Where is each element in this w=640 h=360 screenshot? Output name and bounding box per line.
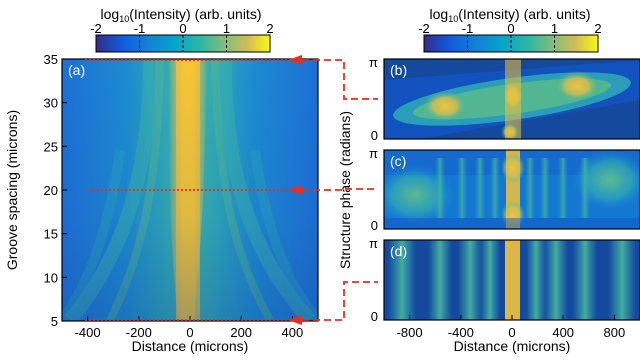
- panel-d-xlabel: Distance (microns): [454, 338, 571, 354]
- panel-c-frame: [383, 149, 640, 230]
- row-marker-arrowhead: [288, 315, 302, 325]
- panel-a-ytick-label: 15: [44, 227, 58, 242]
- panel-c-label: (c): [390, 153, 406, 169]
- row-marker-connector: [302, 281, 378, 321]
- panel-d-ytick-label: π: [369, 236, 378, 251]
- panel-a-ytick-label: 20: [44, 183, 58, 198]
- panel-a: (a) -400 -200 0 200 400 5 10 15 20 25 30 35 Distan…: [4, 52, 319, 354]
- right-panels-ylabel: Structure phase (radians): [337, 111, 353, 269]
- colorbar-right-label: log10(Intensity) (arb. units): [430, 6, 591, 24]
- colorbar-left-tick-label: 0: [179, 21, 186, 36]
- panel-c-fringe: [490, 158, 500, 218]
- colorbar-left-label: log10(Intensity) (arb. units): [101, 6, 262, 24]
- panel-c-ytick-label: π: [369, 146, 378, 161]
- colorbar-left-tick-label: -1: [134, 21, 146, 36]
- panel-c-fringe: [540, 158, 550, 218]
- row-marker-arrowhead: [288, 55, 302, 65]
- panel-c-fringe: [457, 158, 467, 218]
- panel-d-fringe: [458, 240, 482, 320]
- colorbar-left-tick-label: 1: [223, 21, 230, 36]
- panel-d-fringe: [608, 240, 636, 320]
- panel-b: (b): [383, 58, 640, 140]
- panel-a-xtick-label: 400: [282, 325, 304, 340]
- row-markers: [85, 55, 378, 325]
- panel-d-xtick-label: 400: [552, 325, 574, 340]
- panel-a-ytick-label: 35: [44, 52, 58, 67]
- row-marker-connector: [302, 188, 378, 191]
- panel-c-ytick-label: 0: [371, 218, 378, 233]
- panel-b-ytick-label: π: [369, 55, 378, 70]
- panel-a-xtick-label: -400: [75, 325, 101, 340]
- panel-b-label: (b): [390, 62, 407, 78]
- colorbar-left-tick-label: -2: [90, 21, 102, 36]
- panel-d-heatmap: [384, 240, 640, 320]
- panel-a-xtick-label: 0: [186, 325, 193, 340]
- colorbar-right-tick-label: -2: [418, 21, 430, 36]
- colorbar-left-tick-label: 2: [266, 21, 273, 36]
- panel-a-ylabel: Groove spacing (microns): [4, 110, 20, 270]
- colorbar-right-tick-label: -1: [462, 21, 474, 36]
- panel-a-xtick-label: -200: [126, 325, 152, 340]
- panel-d-xtick-label: -800: [397, 325, 423, 340]
- panel-c-fringe: [580, 158, 590, 218]
- panel-d-fringe: [573, 240, 597, 320]
- panel-d-fringe: [544, 240, 568, 320]
- colorbar-right: log10(Intensity) (arb. units) -2 -1 0 1 2: [418, 6, 602, 53]
- panel-d-fringe: [428, 240, 452, 320]
- panel-a-ytick-label: 5: [51, 314, 58, 329]
- panel-d-xtick-label: 0: [508, 325, 515, 340]
- panel-a-ytick-label: 25: [44, 139, 58, 154]
- panel-d: (d) -800 -400 0 400 800 Distance (microns): [383, 239, 640, 354]
- panel-d-fringe: [388, 240, 416, 320]
- panel-c-heatmap: [384, 150, 640, 229]
- row-marker-connector: [302, 59, 378, 100]
- colorbar-left: log10(Intensity) (arb. units) -2 -1 0 1 2: [90, 6, 274, 53]
- panel-d-label: (d): [390, 243, 407, 259]
- panel-b-ytick-label: 0: [371, 128, 378, 143]
- panel-d-ytick-label: 0: [371, 309, 378, 324]
- panel-a-xlabel: Distance (microns): [132, 338, 249, 354]
- panel-b-frame: [383, 58, 640, 140]
- panel-c-fringe: [475, 158, 485, 218]
- panel-a-xtick-label: 200: [230, 325, 252, 340]
- panel-d-xtick-label: -400: [448, 325, 474, 340]
- panel-a-ytick-label: 30: [44, 96, 58, 111]
- colorbar-right-tick-label: 1: [551, 21, 558, 36]
- colorbar-right-tick-label: 2: [594, 21, 601, 36]
- panel-c-fringe: [525, 158, 535, 218]
- panel-d-fringe: [526, 240, 546, 320]
- panel-c-fringe: [558, 158, 568, 218]
- panel-c: (c): [383, 149, 640, 230]
- panel-a-ytick-label: 10: [44, 270, 58, 285]
- panel-d-fringe: [480, 240, 500, 320]
- panel-a-label: (a): [68, 62, 85, 78]
- panel-c-fringe: [435, 158, 445, 218]
- panel-b-heatmap: [384, 59, 640, 139]
- panel-d-xtick-label: 800: [604, 325, 626, 340]
- row-marker-arrowhead: [288, 185, 302, 195]
- colorbar-right-tick-label: 0: [507, 21, 514, 36]
